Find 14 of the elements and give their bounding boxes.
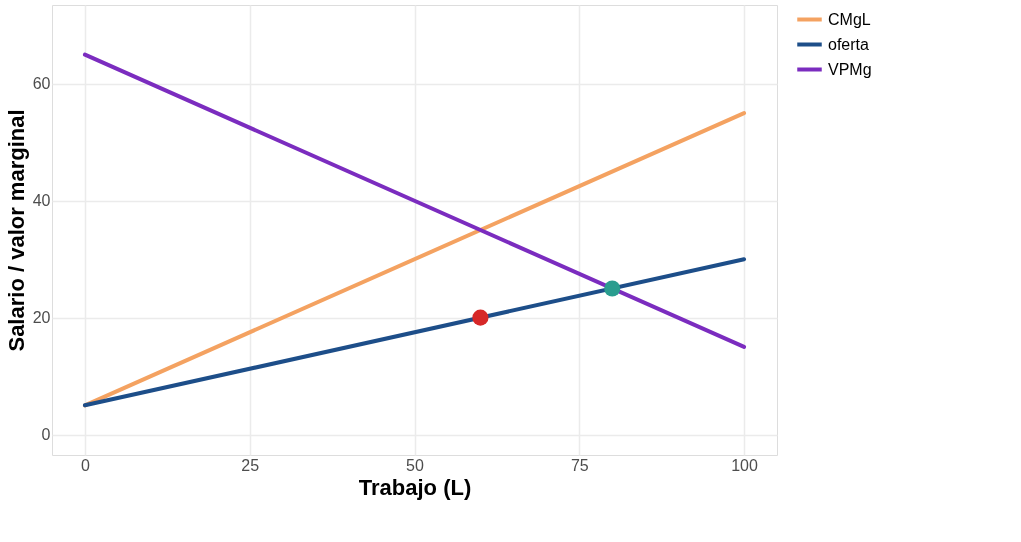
x-tick-label: 50 [406, 456, 424, 474]
legend-label: CMgL [828, 10, 871, 28]
y-tick-label: 0 [41, 426, 51, 444]
x-tick-label: 100 [731, 456, 758, 474]
legend-label: oferta [828, 35, 870, 53]
legend-label: VPMg [828, 60, 872, 78]
y-axis-title: Salario / valor marginal [3, 109, 29, 352]
x-axis-title: Trabajo (L) [358, 474, 472, 500]
y-tick-label: 60 [32, 75, 51, 93]
x-tick-label: 25 [241, 456, 260, 474]
x-tick-label: 0 [81, 456, 90, 474]
y-tick-label: 40 [32, 192, 51, 210]
y-tick-label: 20 [32, 309, 51, 327]
x-tick-label: 75 [570, 456, 589, 474]
